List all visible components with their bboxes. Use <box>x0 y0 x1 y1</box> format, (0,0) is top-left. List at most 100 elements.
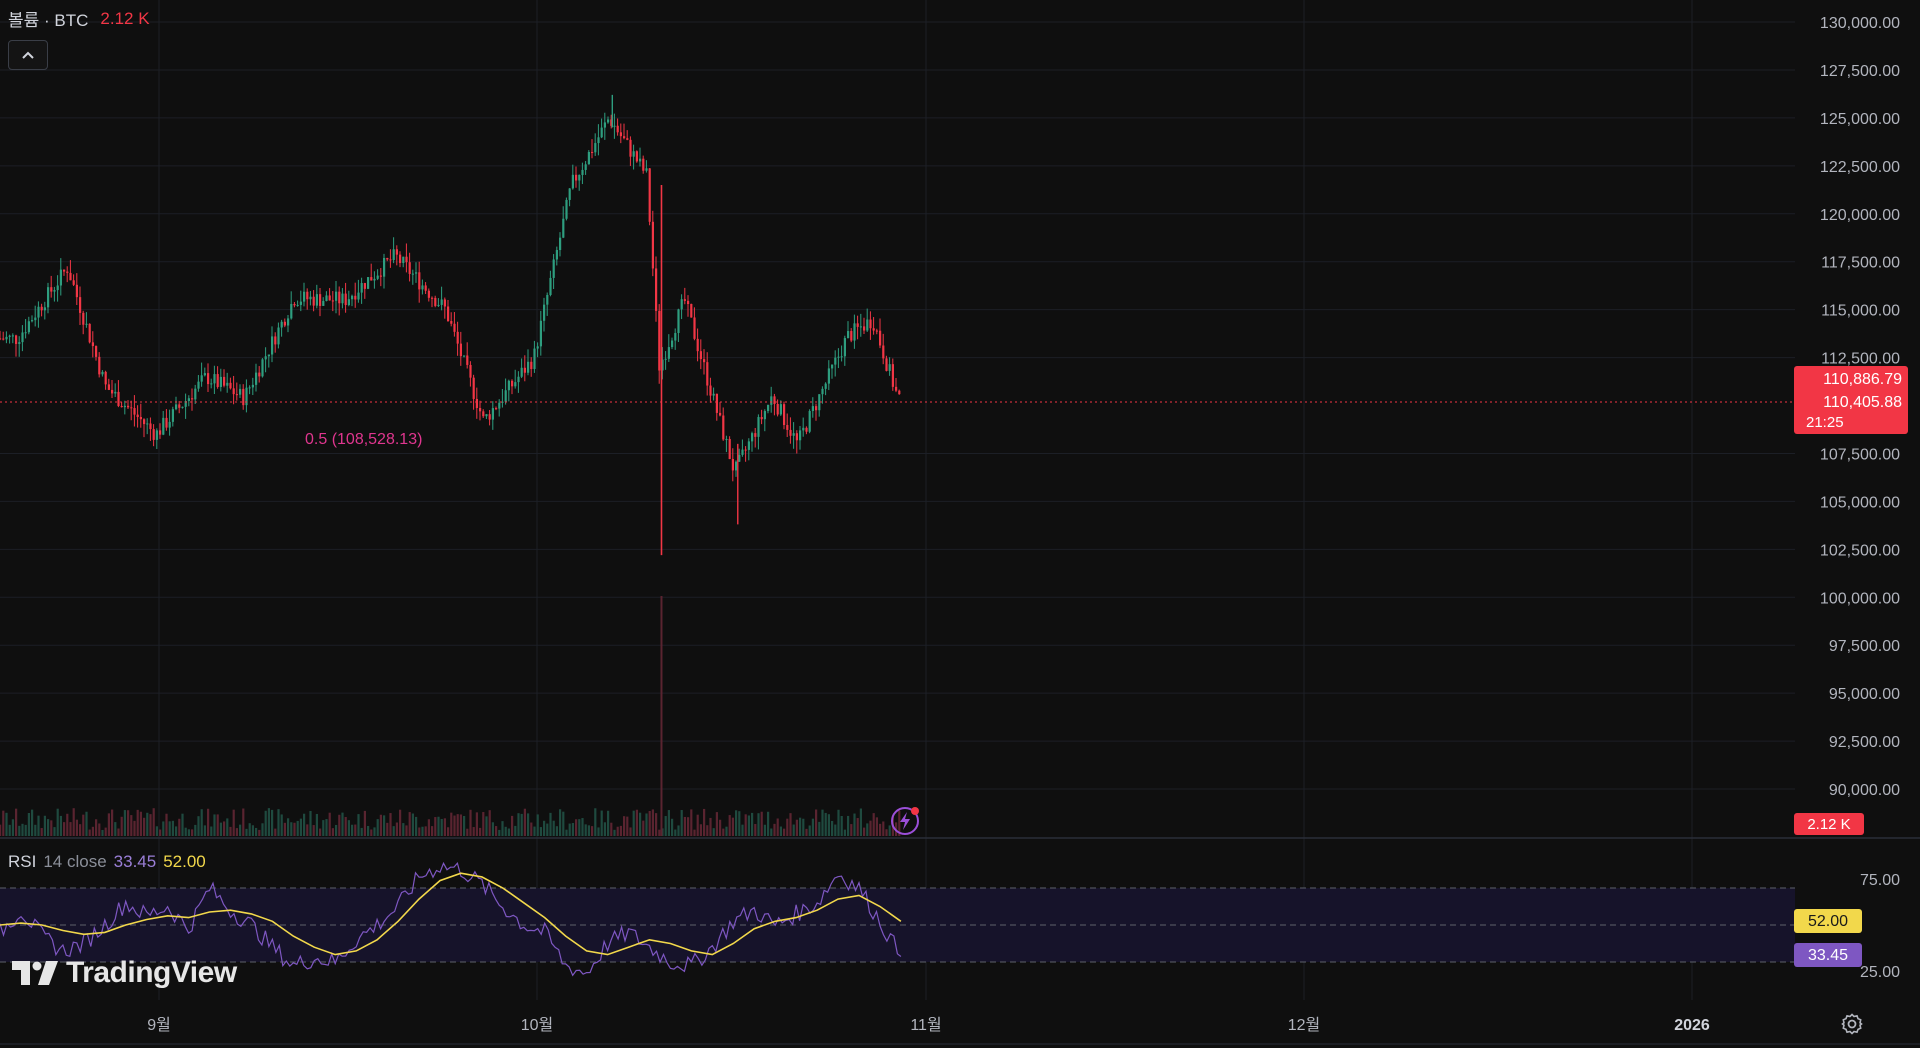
volume-bar <box>741 824 744 836</box>
volume-bar <box>155 826 158 836</box>
volume-bar <box>34 824 37 836</box>
candle-body <box>248 387 251 389</box>
candle-body <box>338 291 341 304</box>
candle-body <box>690 303 693 318</box>
volume-bar <box>475 812 478 836</box>
candle-body <box>709 385 712 396</box>
candle-body <box>703 359 706 363</box>
volume-bar <box>325 819 328 836</box>
volume-bar <box>159 829 162 836</box>
candle-body <box>648 168 651 222</box>
candle-body <box>696 338 699 352</box>
candle-body <box>82 312 85 325</box>
time-label-2026: 2026 <box>1674 1017 1710 1034</box>
time-label-dec: 12월 <box>1288 1016 1321 1034</box>
volume-bar <box>18 825 21 836</box>
candle-body <box>15 335 18 344</box>
collapse-button[interactable] <box>8 40 48 70</box>
candle-body <box>507 380 510 391</box>
volume-bar <box>619 825 622 836</box>
candle-body <box>434 297 437 306</box>
candle-body <box>216 374 219 387</box>
candle-body <box>584 164 587 170</box>
candle-body <box>741 449 744 455</box>
volume-bar <box>491 822 494 836</box>
volume-bar <box>709 817 712 836</box>
candle-body <box>370 277 373 281</box>
volume-bar <box>690 809 693 836</box>
rsi-legend[interactable]: RSI 14 close 33.45 52.00 <box>8 852 206 872</box>
candle-body <box>229 382 232 389</box>
candle-body <box>635 151 638 162</box>
volume-bar <box>514 825 517 836</box>
volume-bar <box>735 810 738 836</box>
candle-body <box>539 320 542 347</box>
candle-body <box>693 317 696 339</box>
volume-bar <box>488 810 491 836</box>
candle-body <box>895 386 898 391</box>
candle-body <box>479 407 482 412</box>
volume-bar <box>802 818 805 836</box>
candle-body <box>322 300 325 306</box>
price-axis[interactable]: 130,000.00 127,500.00 125,000.00 122,500.00… <box>1820 15 1900 799</box>
volume-bar <box>267 808 270 836</box>
volume-bar <box>405 825 408 836</box>
candle-body <box>674 333 677 341</box>
candle-body <box>239 388 242 395</box>
volume-bar <box>434 817 437 836</box>
candle-body <box>501 401 504 403</box>
candle-body <box>431 297 434 299</box>
settings-gear-icon[interactable] <box>1840 1012 1864 1036</box>
price-tick-label: 97,500.00 <box>1829 638 1900 655</box>
volume-bar <box>450 812 453 836</box>
volume-bar <box>773 823 776 836</box>
volume-bar <box>101 829 104 836</box>
candle-body <box>181 406 184 408</box>
volume-legend[interactable]: 볼륨 · BTC 2.12 K <box>8 6 150 31</box>
candle-body <box>613 125 616 127</box>
candle-body <box>0 338 2 340</box>
tradingview-logo[interactable]: TradingView <box>12 956 237 990</box>
candle-body <box>223 376 226 386</box>
volume-bar <box>264 810 267 836</box>
candle-body <box>447 306 450 322</box>
candle-body <box>626 138 629 140</box>
volume-bar <box>706 825 709 836</box>
volume-bar <box>386 822 389 836</box>
candle-body <box>498 402 501 409</box>
candle-body <box>549 277 552 295</box>
candle-body <box>600 127 603 138</box>
volume-bar <box>427 819 430 836</box>
candle-body <box>527 361 530 373</box>
candle-body <box>255 372 258 385</box>
volume-bar <box>527 813 530 836</box>
volume-bar <box>635 809 638 836</box>
candle-body <box>331 300 334 302</box>
volume-bar <box>575 819 578 836</box>
candle-body <box>879 330 882 346</box>
volume-bar <box>885 829 888 836</box>
price-tick-label: 105,000.00 <box>1820 494 1900 511</box>
volume-bar <box>610 822 613 836</box>
volume-bar <box>869 820 872 836</box>
candle-body <box>37 306 40 318</box>
candle-body <box>856 323 859 327</box>
candle-body <box>888 364 891 371</box>
candle-body <box>69 272 72 281</box>
volume-bar <box>584 824 587 836</box>
volume-bar <box>770 828 773 836</box>
candle-body <box>808 410 811 432</box>
volume-bar <box>219 822 222 836</box>
time-axis[interactable]: 9월 10월 11월 12월 2026 <box>147 1016 1710 1034</box>
candle-body <box>360 283 363 293</box>
candle-body <box>725 438 728 440</box>
candle-body <box>56 285 59 291</box>
lightning-icon[interactable] <box>890 806 920 836</box>
volume-bar <box>453 815 456 836</box>
candle-body <box>578 174 581 181</box>
volume-legend-title: 볼륨 · BTC <box>8 11 89 30</box>
volume-bar <box>699 824 702 836</box>
candle-body <box>325 295 328 301</box>
candle-body <box>866 319 869 331</box>
